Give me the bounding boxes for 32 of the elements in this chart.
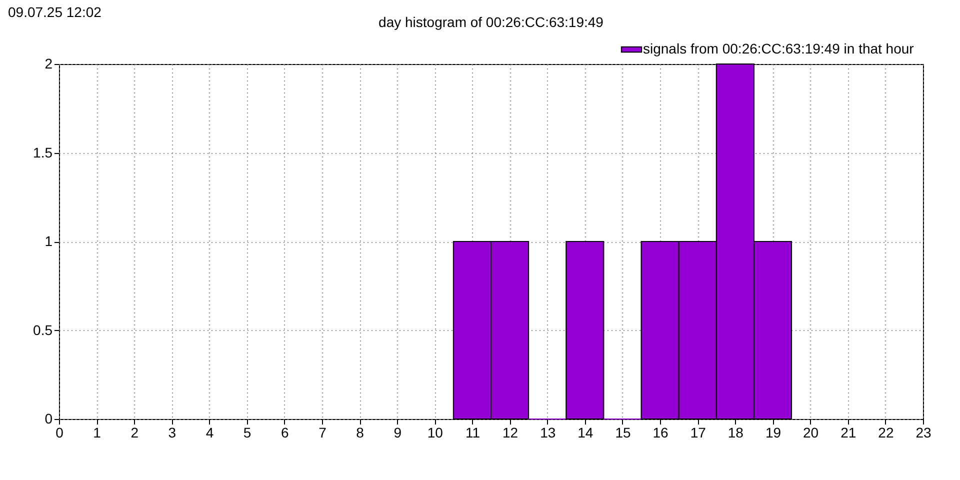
y-tick-label: 1.5 <box>33 144 53 160</box>
x-tick-label: 10 <box>427 424 444 440</box>
x-tick-label: 2 <box>130 424 139 440</box>
x-tick-label: 3 <box>168 424 176 440</box>
text: 09.07.25 12:02 <box>8 4 102 20</box>
x-tick-label: 23 <box>916 424 932 440</box>
x-tick-label: 19 <box>765 424 782 440</box>
y-tick-label: 0 <box>44 410 53 426</box>
x-tick-label: 1 <box>93 424 102 440</box>
legend-label: signals from 00:26:CC:63:19:49 in that hour <box>643 40 914 56</box>
x-tick-label: 7 <box>318 424 327 440</box>
chart-title: day histogram of 00:26:CC:63:19:49 <box>378 14 604 30</box>
x-tick-label: 21 <box>840 424 856 440</box>
y-tick-label: 0.5 <box>33 322 53 338</box>
x-tick-label: 16 <box>652 424 669 440</box>
x-tick-label: 6 <box>280 424 289 440</box>
x-tick-label: 20 <box>803 424 819 440</box>
x-tick-label: 9 <box>394 424 402 440</box>
x-tick-label: 13 <box>540 424 556 440</box>
x-tick-label: 4 <box>206 424 214 440</box>
y-tick-label: 2 <box>44 56 53 72</box>
x-tick-label: 18 <box>728 424 744 440</box>
x-tick-label: 22 <box>878 424 894 440</box>
x-tick-label: 12 <box>502 424 518 440</box>
x-tick-label: 11 <box>465 424 480 440</box>
y-tick-label: 1 <box>44 233 53 249</box>
x-tick-label: 14 <box>578 424 594 440</box>
x-tick-label: 15 <box>615 424 631 440</box>
x-tick-label: 0 <box>56 424 64 440</box>
x-tick-label: 17 <box>690 424 706 440</box>
x-tick-label: 8 <box>356 424 364 440</box>
x-tick-label: 5 <box>243 424 252 440</box>
